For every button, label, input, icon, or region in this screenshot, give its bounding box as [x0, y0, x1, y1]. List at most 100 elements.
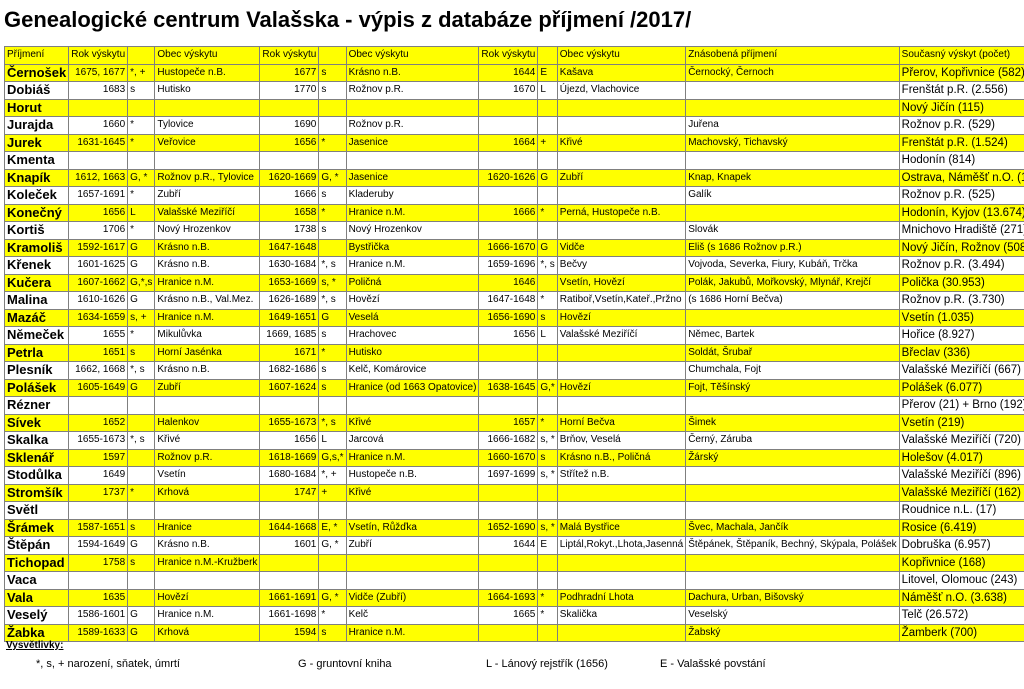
- table-cell: Chumchala, Fojt: [685, 361, 900, 380]
- table-cell: Jasenice: [345, 168, 480, 187]
- table-cell: Krhová: [154, 623, 261, 642]
- table-cell: [68, 501, 129, 520]
- table-cell: 1660: [68, 116, 129, 135]
- current-occurrence-cell: Nový Jičín, Rožnov (508): [898, 238, 1024, 257]
- table-cell: [345, 571, 480, 590]
- table-cell: [685, 203, 900, 222]
- table-cell: [259, 151, 320, 170]
- table-cell: s: [318, 221, 347, 240]
- table-cell: 1664: [478, 133, 539, 152]
- surname-cell: Tichopad: [3, 553, 70, 572]
- table-cell: Hovězí: [556, 308, 687, 327]
- table-cell: Černocký, Černoch: [685, 63, 900, 82]
- current-occurrence-cell: Náměšť n.O. (3.638): [898, 588, 1024, 607]
- table-cell: [154, 571, 261, 590]
- table-cell: [318, 116, 347, 135]
- current-occurrence-cell: Rožnov p.R. (3.494): [898, 256, 1024, 275]
- column-header: [127, 46, 156, 65]
- surname-cell: Veselý: [3, 606, 70, 625]
- surname-cell: Vaca: [3, 571, 70, 590]
- table-cell: [556, 553, 687, 572]
- table-cell: Rožnov p.R.: [154, 448, 261, 467]
- current-occurrence-cell: Rožnov p.R. (3.730): [898, 291, 1024, 310]
- table-cell: Ratiboř,Vsetín,Kateř.,Pržno: [556, 291, 687, 310]
- table-cell: [685, 308, 900, 327]
- current-occurrence-cell: Rožnov p.R. (525): [898, 186, 1024, 205]
- current-occurrence-cell: Ostrava, Náměšť n.O. (181): [898, 168, 1024, 187]
- table-cell: Hutisko: [154, 81, 261, 100]
- table-cell: s: [127, 518, 156, 537]
- table-cell: G: [318, 308, 347, 327]
- table-cell: *: [127, 186, 156, 205]
- table-cell: [318, 501, 347, 520]
- current-occurrence-cell: Žamberk (700): [898, 623, 1024, 642]
- table-cell: Horní Jasénka: [154, 343, 261, 362]
- table-cell: [127, 413, 156, 432]
- table-cell: 1665: [478, 606, 539, 625]
- current-occurrence-cell: Valašské Meziříčí (162): [898, 483, 1024, 502]
- table-cell: [556, 361, 687, 380]
- table-cell: 1652: [68, 413, 129, 432]
- table-cell: s: [127, 81, 156, 100]
- table-cell: Juřena: [685, 116, 900, 135]
- table-cell: E: [537, 63, 558, 82]
- table-cell: 1649-1651: [259, 308, 320, 327]
- table-cell: Šimek: [685, 413, 900, 432]
- table-cell: 1666-1670: [478, 238, 539, 257]
- current-occurrence-cell: Mnichovo Hradiště (271): [898, 221, 1024, 240]
- table-cell: G,s,*: [318, 448, 347, 467]
- table-cell: [259, 396, 320, 415]
- table-cell: G: [127, 256, 156, 275]
- table-cell: [478, 623, 539, 642]
- table-cell: G, *: [318, 168, 347, 187]
- table-cell: [154, 98, 261, 117]
- surname-cell: Plesník: [3, 361, 70, 380]
- table-cell: *: [127, 326, 156, 345]
- table-cell: [537, 343, 558, 362]
- table-cell: [556, 98, 687, 117]
- table-cell: Podhradní Lhota: [556, 588, 687, 607]
- table-cell: Vsetín, Hovězí: [556, 273, 687, 292]
- table-row: Světl Roudnice n.L. (17): [3, 501, 1024, 520]
- table-cell: [537, 273, 558, 292]
- table-cell: Vidče: [556, 238, 687, 257]
- table-cell: [154, 396, 261, 415]
- table-cell: Krásno n.B., Val.Mez.: [154, 291, 261, 310]
- table-cell: Veselský: [685, 606, 900, 625]
- table-cell: G: [127, 536, 156, 555]
- table-cell: s, *: [318, 273, 347, 292]
- table-cell: s: [127, 553, 156, 572]
- table-cell: *: [127, 116, 156, 135]
- table-cell: 1656: [478, 326, 539, 345]
- table-cell: s: [318, 378, 347, 397]
- table-cell: 1690: [259, 116, 320, 135]
- current-occurrence-cell: Polášek (6.077): [898, 378, 1024, 397]
- table-cell: [154, 501, 261, 520]
- table-cell: Rožnov p.R.: [345, 116, 480, 135]
- table-cell: 1655: [68, 326, 129, 345]
- table-cell: [537, 501, 558, 520]
- surname-cell: Kramoliš: [3, 238, 70, 257]
- table-row: Štěpán 1594-1649 G Krásno n.B. 1601 G, * Zubří…: [3, 536, 1024, 555]
- table-row: Tichopad 1758 s Hranice n.M.-Kružberk Kopřiv…: [3, 553, 1024, 572]
- table-cell: G: [127, 378, 156, 397]
- surname-cell: Kortiš: [3, 221, 70, 240]
- table-cell: [345, 501, 480, 520]
- table-cell: L: [537, 326, 558, 345]
- table-cell: s: [127, 343, 156, 362]
- table-cell: 1589-1633: [68, 623, 129, 642]
- table-cell: 1666-1682: [478, 431, 539, 450]
- table-cell: *: [127, 133, 156, 152]
- table-cell: 1610-1626: [68, 291, 129, 310]
- table-cell: Polák, Jakubů, Mořkovský, Mlynář, Krejčí: [685, 273, 900, 292]
- table-cell: Krhová: [154, 483, 261, 502]
- table-cell: Újezd, Vlachovice: [556, 81, 687, 100]
- table-cell: Machovský, Tichavský: [685, 133, 900, 152]
- current-occurrence-cell: Roudnice n.L. (17): [898, 501, 1024, 520]
- table-cell: [478, 98, 539, 117]
- table-cell: [127, 448, 156, 467]
- table-cell: Křivé: [345, 483, 480, 502]
- table-cell: Křivé: [154, 431, 261, 450]
- table-cell: Černý, Záruba: [685, 431, 900, 450]
- table-cell: Veřovice: [154, 133, 261, 152]
